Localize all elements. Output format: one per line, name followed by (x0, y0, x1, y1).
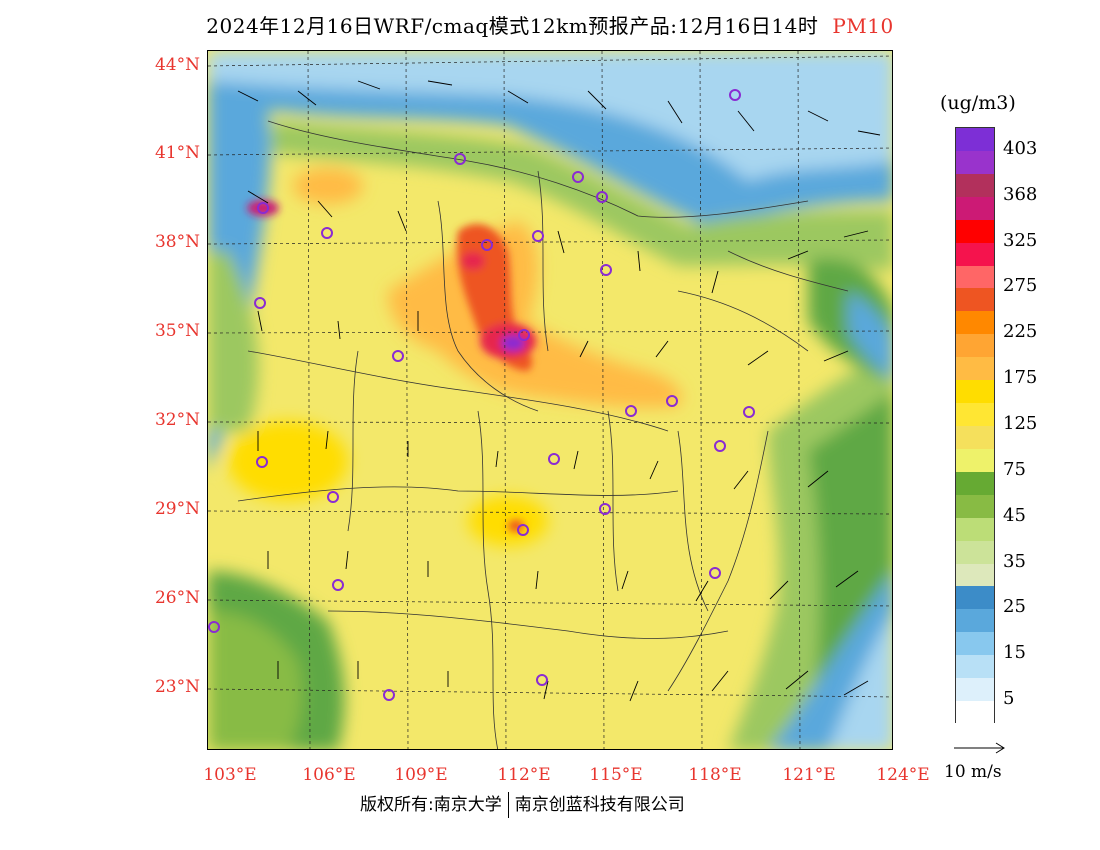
colorbar-swatch (956, 173, 994, 197)
colorbar-swatch (956, 380, 994, 404)
lat-label-35: 35°N (154, 321, 200, 341)
lon-label-115: 115°E (589, 765, 643, 785)
colorbar-swatch (956, 540, 994, 564)
colorbar-swatch (956, 265, 994, 289)
lat-label-32: 32°N (154, 410, 200, 430)
vector-reference-label: 10 m/s (944, 762, 1002, 782)
colorbar-swatch (956, 517, 994, 541)
colorbar-swatch (956, 128, 994, 151)
colorbar-swatch (956, 448, 994, 472)
lon-label-103: 103°E (203, 765, 257, 785)
title-pollutant: PM10 (832, 14, 894, 38)
colorbar-label: 45 (1003, 504, 1026, 526)
copyright-left: 版权所有:南京大学 (360, 795, 502, 815)
colorbar-swatch (956, 242, 994, 266)
vector-reference-arrow (954, 742, 1005, 754)
lat-label-26: 26°N (154, 588, 200, 608)
colorbar-label: 15 (1003, 642, 1026, 664)
colorbar-swatch (956, 701, 994, 724)
lat-label-38: 38°N (154, 232, 200, 252)
chart-title: 2024年12月16日WRF/cmaq模式12km预报产品:12月16日14时 P… (0, 10, 1100, 39)
boundaries (237, 120, 849, 749)
lat-label-29: 29°N (154, 499, 200, 519)
colorbar-label: 325 (1003, 229, 1038, 251)
colorbar-label: 35 (1003, 550, 1026, 572)
city-markers (208, 89, 755, 701)
colorbar-swatch (956, 150, 994, 174)
colorbar-label: 175 (1003, 367, 1038, 389)
colorbar-swatch (956, 403, 994, 426)
colorbar-label: 275 (1003, 275, 1038, 297)
lon-label-109: 109°E (394, 765, 448, 785)
lon-label-112: 112°E (497, 765, 551, 785)
pm10-map (207, 50, 893, 750)
colorbar-swatch (956, 563, 994, 587)
colorbar-label: 368 (1003, 183, 1038, 205)
copyright-right: 南京创蓝科技有限公司 (514, 795, 685, 815)
lat-label-23: 23°N (154, 677, 200, 697)
colorbar-label: 125 (1003, 413, 1038, 434)
copyright-footer: 版权所有:南京大学 南京创蓝科技有限公司 (360, 790, 685, 818)
colorbar-swatch (956, 334, 994, 358)
colorbar-swatch (956, 586, 994, 610)
colorbar-swatch (956, 288, 994, 312)
colorbar-swatch (956, 471, 994, 495)
colorbar-label: 5 (1003, 688, 1015, 710)
lon-label-106: 106°E (302, 765, 356, 785)
colorbar (955, 127, 995, 724)
colorbar-swatch (956, 655, 994, 679)
colorbar-label: 75 (1003, 458, 1026, 480)
colorbar-unit: (ug/m3) (940, 92, 1016, 114)
colorbar-swatch (956, 357, 994, 381)
colorbar-swatch (956, 632, 994, 656)
colorbar-swatch (956, 196, 994, 220)
colorbar-swatch (956, 425, 994, 449)
map-field (208, 51, 892, 749)
lat-label-44: 44°N (154, 55, 200, 75)
lon-label-121: 121°E (782, 765, 836, 785)
lat-label-41: 41°N (154, 143, 200, 163)
colorbar-label: 403 (1003, 137, 1038, 159)
colorbar-swatch (956, 494, 994, 518)
colorbar-swatch (956, 311, 994, 335)
lon-label-124: 124°E (876, 765, 930, 785)
colorbar-swatch (956, 678, 994, 702)
lon-label-118: 118°E (688, 765, 742, 785)
colorbar-label: 225 (1003, 321, 1038, 343)
footer-separator (507, 792, 509, 818)
wind-vectors (237, 80, 881, 702)
colorbar-swatch (956, 609, 994, 633)
graticule (208, 51, 892, 749)
colorbar-swatch (956, 219, 994, 243)
colorbar-label: 25 (1003, 596, 1026, 618)
title-main: 2024年12月16日WRF/cmaq模式12km预报产品:12月16日14时 (206, 14, 819, 38)
